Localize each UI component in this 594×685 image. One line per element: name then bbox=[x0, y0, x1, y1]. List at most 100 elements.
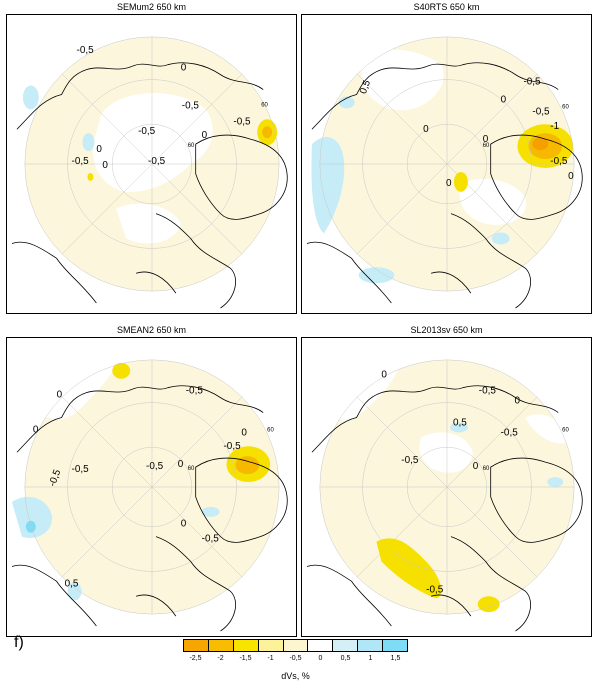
colorbar-cell bbox=[383, 640, 408, 651]
colorbar-tick-label: -0,5 bbox=[289, 655, 302, 662]
contour-label: 0 bbox=[96, 144, 102, 155]
figure-label: f) bbox=[14, 634, 24, 651]
contour-label: -0,5 bbox=[77, 45, 95, 56]
colorbar bbox=[183, 639, 408, 652]
contour-label: 0 bbox=[57, 390, 63, 401]
positive-anomaly-blob bbox=[22, 85, 39, 110]
colorbar-tick-label: -2 bbox=[217, 655, 224, 662]
contour-label: 0 bbox=[446, 178, 452, 189]
colorbar-tick-label: 0 bbox=[318, 655, 323, 662]
neutral-region bbox=[459, 178, 527, 225]
neutral-region bbox=[116, 203, 181, 244]
negative-anomaly-core bbox=[262, 126, 273, 139]
positive-anomaly-blob bbox=[67, 582, 82, 601]
contour-label: 0 bbox=[178, 459, 184, 470]
coastlines bbox=[306, 62, 583, 309]
coastlines bbox=[306, 385, 583, 632]
contour-label: -0,5 bbox=[146, 461, 164, 472]
latitude-label: 60 bbox=[483, 466, 490, 472]
latitude-label: 60 bbox=[188, 143, 195, 149]
neutral-region bbox=[326, 359, 402, 423]
negative-anomaly-blob bbox=[453, 171, 468, 192]
panel-title: S40RTS 650 km bbox=[413, 2, 480, 12]
contour-label: 0 bbox=[568, 171, 574, 182]
contour-label: -0,5 bbox=[138, 126, 156, 137]
panel-title: SEMum2 650 km bbox=[116, 2, 187, 12]
contour-label: 0 bbox=[483, 134, 489, 145]
neutral-region bbox=[525, 414, 571, 444]
contour-label: 0 bbox=[181, 519, 187, 530]
contour-label: 0 bbox=[423, 124, 429, 135]
contour-label: -0,5 bbox=[202, 534, 220, 545]
polar-map-svg: 60 60 -0,5 0 -0,5 0 -0,5 -0,5 0 0 -0,5 -… bbox=[11, 36, 288, 309]
contour-label: -0,5 bbox=[532, 106, 550, 117]
contour-label: -0,5 bbox=[426, 584, 444, 595]
graticule bbox=[319, 359, 575, 615]
latitude-label: 60 bbox=[261, 102, 268, 108]
positive-anomaly-blob bbox=[82, 133, 95, 152]
contour-label: 0,5 bbox=[453, 417, 467, 428]
latitude-label: 60 bbox=[267, 427, 274, 433]
negative-anomaly-blob bbox=[112, 362, 131, 379]
positive-anomaly-blob bbox=[547, 477, 564, 487]
contour-label: 0 bbox=[473, 461, 479, 472]
contour-label: -0,5 bbox=[233, 116, 251, 127]
positive-anomaly-blob bbox=[11, 496, 53, 538]
contour-label: 0,5 bbox=[358, 78, 373, 95]
contour-label: -0,5 bbox=[523, 77, 541, 88]
contour-label: 0 bbox=[202, 130, 208, 141]
colorbar-tick-label: -2,5 bbox=[189, 655, 202, 662]
map-panel-smean2: SMEAN2 650 km 60 60 bbox=[6, 323, 297, 642]
map-panel-semum2: SEMum2 650 km 60 60 -0,5 bbox=[6, 0, 297, 319]
contour-label: 0,5 bbox=[65, 578, 79, 589]
negative-anomaly-core bbox=[235, 456, 260, 475]
neutral-region bbox=[245, 377, 286, 438]
latitude-label: 60 bbox=[188, 466, 195, 472]
neutral-region bbox=[361, 49, 444, 111]
colorbar-cell bbox=[283, 640, 309, 651]
contour-label: -0,5 bbox=[72, 156, 90, 167]
contour-label: -0,5 bbox=[401, 455, 419, 466]
polar-map: 60 60 0 0 -0,5 -0,5 -0,5 0 0 -0,5 -0,5 -… bbox=[6, 337, 297, 637]
positive-anomaly-core bbox=[25, 520, 36, 533]
graticule bbox=[24, 359, 280, 615]
latitude-label: 60 bbox=[562, 427, 569, 433]
contour-label: -1 bbox=[550, 121, 559, 132]
panel-title: SMEAN2 650 km bbox=[116, 325, 187, 335]
coastlines bbox=[11, 385, 288, 632]
graticule bbox=[24, 36, 280, 292]
contour-label: -0,5 bbox=[186, 386, 204, 397]
latitude-label: 60 bbox=[483, 143, 490, 149]
polar-map-svg: 60 60 0 0 -0,5 -0,5 -0,5 0 0 -0,5 -0,5 -… bbox=[11, 359, 288, 632]
contour-label: -0,5 bbox=[148, 156, 166, 167]
coastlines bbox=[11, 62, 288, 309]
polar-map: 60 60 -0,5 0 -0,5 0 -0,5 -0,5 0 0 -0,5 -… bbox=[6, 14, 297, 314]
positive-anomaly-blob bbox=[311, 136, 345, 234]
contour-label: 0 bbox=[181, 63, 187, 74]
negative-anomaly-blob bbox=[477, 596, 500, 613]
negative-anomaly-blob bbox=[87, 172, 94, 181]
contour-label: -0,5 bbox=[72, 464, 90, 475]
polar-map: 60 60 -0,5 0 -0,5 0 -0,5 0,5 0 -0,5 bbox=[301, 337, 592, 637]
polar-map: 60 60 0,5 -0,5 0 0 -0,5 0 -1 -0,5 0 0 bbox=[301, 14, 592, 314]
graticule bbox=[319, 36, 575, 292]
contour-label: 0 bbox=[241, 427, 247, 438]
colorbar-tick-label: 1,5 bbox=[390, 655, 401, 662]
contour-label: -0,5 bbox=[224, 441, 242, 452]
colorbar-tick-label: -1,5 bbox=[239, 655, 252, 662]
contour-label: -0,5 bbox=[501, 427, 519, 438]
colorbar-label: dVs, % bbox=[281, 671, 310, 681]
neutral-region bbox=[419, 432, 473, 473]
colorbar-cell bbox=[258, 640, 284, 651]
contour-label: -0,5 bbox=[550, 156, 568, 167]
contour-label: 0 bbox=[102, 160, 108, 171]
positive-anomaly-blob bbox=[449, 422, 468, 433]
contour-label: 0 bbox=[501, 94, 507, 105]
colorbar-cell bbox=[358, 640, 384, 651]
colorbar-cell bbox=[233, 640, 259, 651]
colorbar-ticks: -2,5 -2 -1,5 -1 -0,5 0 0,5 1 1,5 bbox=[183, 655, 408, 665]
positive-anomaly-blob bbox=[358, 267, 395, 284]
colorbar-cell bbox=[208, 640, 234, 651]
colorbar-cell bbox=[308, 640, 334, 651]
contour-label: -0,5 bbox=[479, 386, 497, 397]
